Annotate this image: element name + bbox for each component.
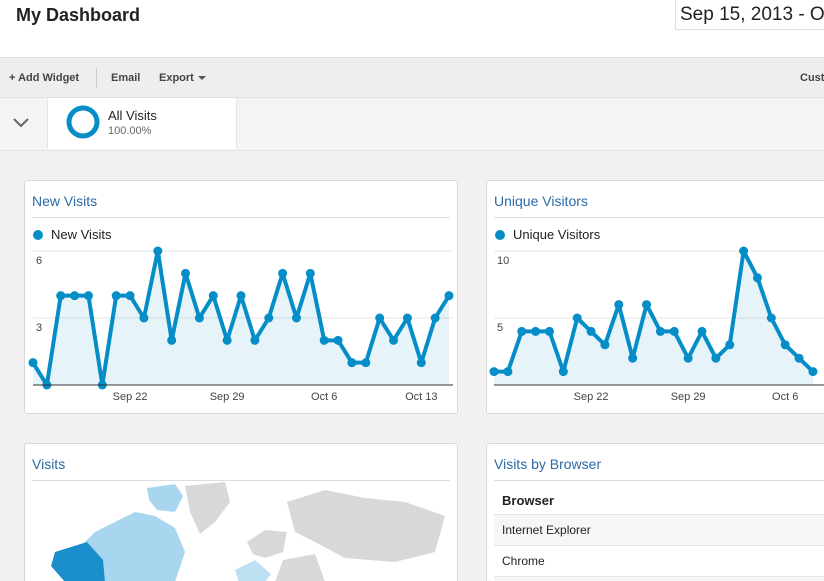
page-title: My Dashboard (16, 5, 141, 25)
table-row (494, 576, 824, 581)
segment-card[interactable]: All Visits 100.00% (47, 98, 237, 149)
email-button[interactable]: Email (111, 72, 141, 84)
legend-label: New Visits (51, 227, 112, 242)
legend-dot (33, 230, 43, 240)
add-widget-button[interactable]: + Add Widget (9, 72, 80, 84)
header: My Dashboard Sep 15, 2013 - Oc (0, 0, 824, 57)
title-rule (494, 217, 824, 218)
widget-title: Visits by Browser (494, 456, 602, 472)
world-map (51, 482, 445, 581)
title-rule (494, 480, 824, 481)
separator (96, 68, 97, 88)
segment-donut (66, 105, 100, 139)
segment-bar: All Visits 100.00% (0, 98, 824, 151)
widget-title: Unique Visitors (494, 193, 588, 209)
table-header: Browser (502, 493, 555, 508)
widget: Unique Visitors Unique Visitors (486, 180, 824, 414)
segment-name: All Visits (108, 108, 157, 123)
table-row: Chrome (494, 545, 824, 576)
widget: New Visits New Visits (24, 180, 458, 414)
map-widget: Visits (24, 443, 458, 581)
table-row: Internet Explorer (494, 514, 824, 545)
legend-dot (495, 230, 505, 240)
title-rule (32, 480, 450, 481)
widget-title: Visits (32, 456, 66, 472)
widget-title: New Visits (32, 193, 98, 209)
export-button[interactable]: Export (159, 72, 194, 84)
dropdown-arrow (198, 76, 206, 80)
toolbar: + Add Widget Email Export Cust (0, 57, 824, 98)
collapse-chevron[interactable] (13, 118, 29, 128)
legend-label: Unique Visitors (513, 227, 601, 242)
table-widget: Visits by Browser Browser Internet Explo… (486, 443, 824, 581)
customize-button[interactable]: Cust (800, 72, 824, 84)
title-rule (32, 217, 450, 218)
date-range[interactable]: Sep 15, 2013 - Oc (675, 0, 824, 30)
segment-share: 100.00% (108, 125, 152, 137)
